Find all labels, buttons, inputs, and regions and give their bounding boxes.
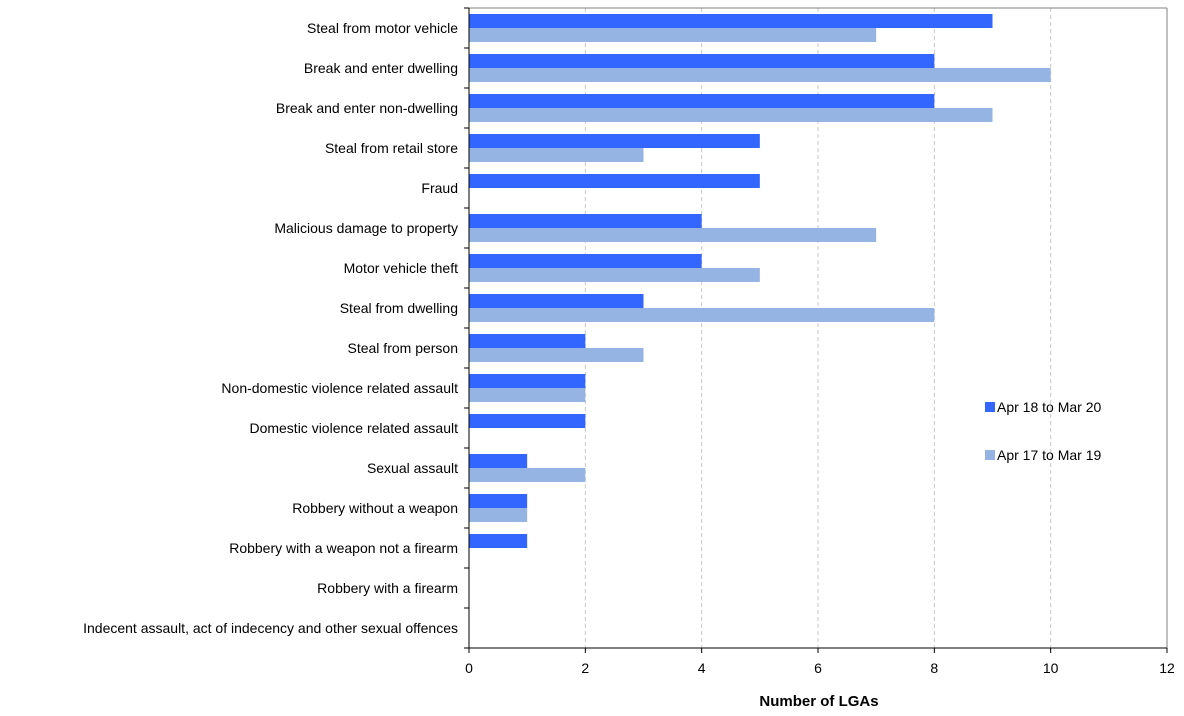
bar-series-1	[469, 94, 935, 108]
x-tick-label: 4	[698, 660, 706, 676]
category-label: Robbery without a weapon	[292, 500, 458, 516]
category-labels: Steal from motor vehicle Break and enter …	[83, 20, 458, 636]
legend-label: Apr 18 to Mar 20	[997, 399, 1101, 415]
bar-series-1	[469, 14, 993, 28]
bar-series-2	[469, 108, 993, 122]
x-tick-labels: 0 2 4 6 8 10 12	[465, 660, 1175, 676]
bar-series-2	[469, 28, 877, 42]
category-label: Sexual assault	[367, 460, 458, 476]
category-label: Motor vehicle theft	[344, 260, 458, 276]
legend-swatch	[985, 402, 995, 412]
bar-series-1	[469, 334, 586, 348]
x-tick-label: 6	[814, 660, 822, 676]
x-axis-title: Number of LGAs	[759, 693, 878, 710]
bar-series-1	[469, 374, 586, 388]
bar-series-1	[469, 414, 586, 428]
x-tick-label: 8	[930, 660, 938, 676]
x-tick-label: 2	[581, 660, 589, 676]
bar-series-2	[469, 508, 528, 522]
bar-series-2	[469, 348, 644, 362]
bar-series-1	[469, 214, 702, 228]
category-label: Malicious damage to property	[274, 220, 458, 236]
legend-swatch	[985, 450, 995, 460]
category-label: Steal from dwelling	[340, 300, 458, 316]
bar-series-2	[469, 148, 644, 162]
category-label: Robbery with a firearm	[317, 580, 458, 596]
category-label: Break and enter non-dwelling	[276, 100, 458, 116]
bar-series-2	[469, 228, 877, 242]
bar-series-1	[469, 294, 644, 308]
x-tick-label: 12	[1159, 660, 1175, 676]
axes	[464, 7, 1168, 653]
bar-series-1	[469, 494, 528, 508]
bar-series-1	[469, 54, 935, 68]
category-label: Break and enter dwelling	[304, 60, 458, 76]
bar-series-1	[469, 454, 528, 468]
bar-series-2	[469, 388, 586, 402]
bar-series-1	[469, 254, 702, 268]
bar-series-2	[469, 68, 1051, 82]
legend-label: Apr 17 to Mar 19	[997, 447, 1101, 463]
category-label: Steal from motor vehicle	[307, 20, 458, 36]
category-label: Indecent assault, act of indecency and o…	[83, 620, 458, 636]
category-label: Steal from retail store	[325, 140, 458, 156]
legend: Apr 18 to Mar 20 Apr 17 to Mar 19	[985, 399, 1101, 463]
bar-series-2	[469, 468, 586, 482]
bar-series-1	[469, 134, 760, 148]
x-tick-label: 10	[1043, 660, 1059, 676]
x-tick-label: 0	[465, 660, 473, 676]
bars	[469, 14, 1051, 548]
bar-series-1	[469, 174, 760, 188]
category-label: Domestic violence related assault	[249, 420, 458, 436]
bar-series-2	[469, 308, 935, 322]
category-label: Robbery with a weapon not a firearm	[229, 540, 458, 556]
bar-series-1	[469, 534, 528, 548]
category-label: Non-domestic violence related assault	[221, 380, 458, 396]
bar-series-2	[469, 268, 760, 282]
category-label: Steal from person	[348, 340, 459, 356]
category-label: Fraud	[421, 180, 458, 196]
